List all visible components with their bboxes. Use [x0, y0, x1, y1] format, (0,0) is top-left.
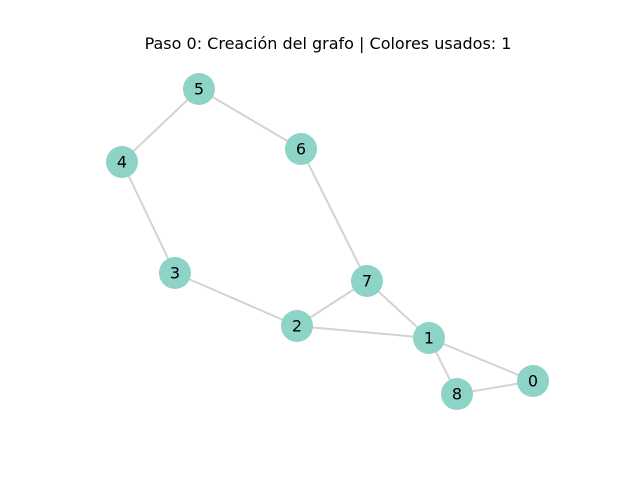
node-label-4: 4: [117, 153, 127, 172]
node-label-1: 1: [424, 329, 434, 348]
node-label-5: 5: [194, 80, 204, 99]
node-circle-7: [351, 265, 383, 297]
node-circle-4: [106, 146, 138, 178]
node-circle-5: [183, 73, 215, 105]
node-0: 0: [517, 365, 549, 397]
edge-3-2: [174, 272, 298, 327]
node-label-0: 0: [528, 372, 538, 391]
node-label-8: 8: [452, 385, 462, 404]
node-circle-2: [281, 310, 313, 342]
edge-2-1: [296, 325, 430, 339]
node-circle-8: [441, 378, 473, 410]
node-6: 6: [285, 133, 317, 165]
edge-1-0: [428, 337, 534, 382]
graph-title: Paso 0: Creación del grafo | Colores usa…: [145, 34, 512, 53]
node-8: 8: [441, 378, 473, 410]
node-circle-3: [159, 257, 191, 289]
node-4: 4: [106, 146, 138, 178]
node-label-2: 2: [292, 317, 302, 336]
nodes-layer: 0 1 2 3 4 5 6 7 8: [106, 73, 549, 410]
edge-5-4: [121, 88, 200, 163]
node-1: 1: [413, 322, 445, 354]
edge-5-6: [198, 88, 302, 150]
node-2: 2: [281, 310, 313, 342]
edge-6-7: [300, 148, 368, 282]
node-label-3: 3: [170, 264, 180, 283]
node-circle-6: [285, 133, 317, 165]
node-label-7: 7: [362, 272, 372, 291]
node-5: 5: [183, 73, 215, 105]
edge-4-3: [121, 161, 176, 274]
node-label-6: 6: [296, 140, 306, 159]
node-7: 7: [351, 265, 383, 297]
node-circle-0: [517, 365, 549, 397]
node-3: 3: [159, 257, 191, 289]
node-circle-1: [413, 322, 445, 354]
